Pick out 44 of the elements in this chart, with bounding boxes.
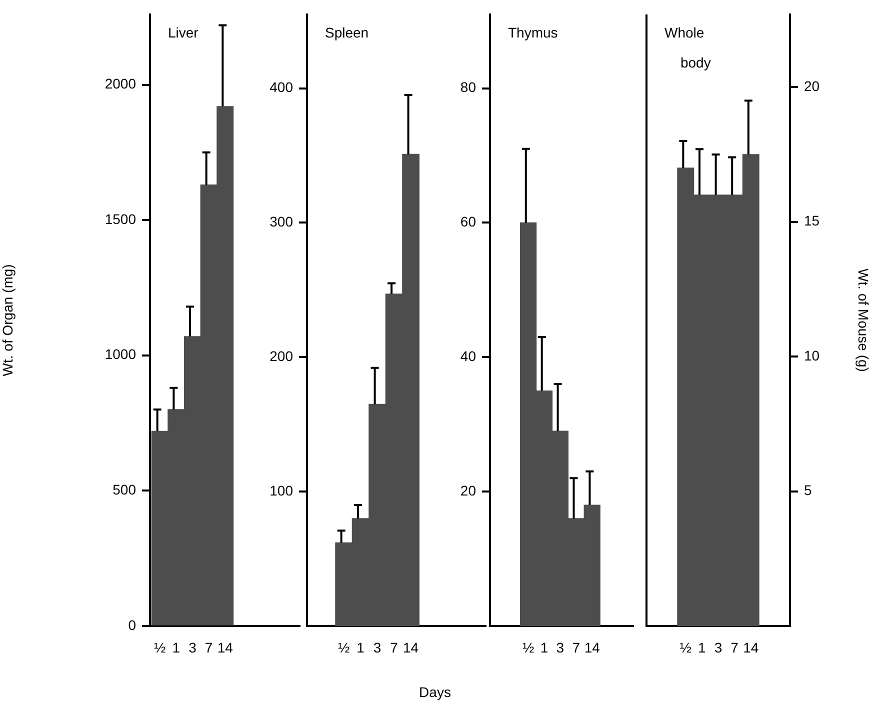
y-tick-label: 80 (460, 79, 476, 96)
x-axis-title: Days (418, 684, 452, 700)
y-tick-label: 2000 (104, 76, 136, 92)
text: Thymus (508, 24, 558, 40)
x-tick-label: 14 (403, 639, 419, 656)
x-tick-label: 3 (188, 639, 197, 656)
y-tick-label: 500 (112, 482, 136, 498)
y-tick-label: 100 (270, 482, 294, 498)
x-tick-label: ½ (338, 639, 350, 656)
x-tick-label: 7 (204, 639, 213, 656)
y2-tick-label: 10 (804, 347, 820, 364)
text: Spleen (325, 24, 369, 40)
y-tick-label: 200 (270, 348, 294, 364)
y-axis-title: Wt. of Organ (mg) (0, 264, 16, 376)
text: Whole body (664, 24, 711, 70)
x-tick-label: 7 (390, 639, 398, 656)
y-tick-label: 20 (460, 482, 476, 498)
y2-tick-label: 20 (804, 78, 820, 94)
y-tick-label: 0 (128, 616, 136, 633)
x-tick-label: 3 (373, 639, 382, 656)
x-tick-label: 14 (743, 639, 759, 656)
x-tick-label: 3 (556, 639, 564, 656)
x-tick-label: 1 (698, 639, 706, 656)
x-tick-label: 7 (730, 639, 739, 656)
y-tick-label: 40 (460, 348, 476, 364)
x-tick-label: 14 (217, 639, 234, 656)
y-tick-label: 300 (270, 214, 294, 230)
y2-axis-title: Wt. of Mouse (g) (856, 268, 871, 372)
x-tick-label: ½ (522, 639, 534, 656)
x-tick-label: ½ (154, 639, 166, 656)
x-tick-label: 3 (714, 639, 722, 656)
y-tick-label: 1500 (104, 210, 136, 227)
y2-tick-label: 15 (804, 212, 820, 229)
y-tick-label: 1000 (104, 346, 136, 362)
text: Liver (168, 24, 199, 40)
x-tick-label: ½ (680, 639, 692, 656)
y-tick-label: 400 (270, 79, 294, 96)
x-tick-label: 1 (356, 639, 365, 656)
x-tick-label: 7 (572, 639, 580, 656)
x-tick-label: 1 (540, 639, 548, 656)
y-tick-label: 60 (460, 214, 476, 230)
x-tick-label: 14 (584, 639, 600, 656)
x-tick-label: 1 (172, 639, 180, 656)
y2-tick-label: 5 (804, 482, 812, 498)
